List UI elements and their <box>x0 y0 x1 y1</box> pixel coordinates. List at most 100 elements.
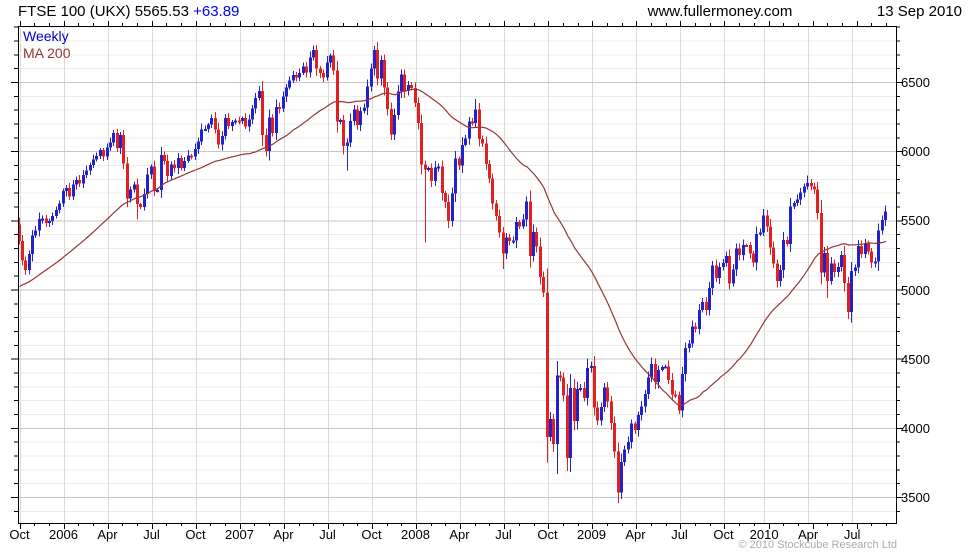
candle-down <box>769 226 772 248</box>
candle-up <box>684 348 687 375</box>
candle-down <box>18 224 21 242</box>
candle-up <box>28 254 31 271</box>
candle-wick <box>807 175 808 190</box>
candle-up <box>627 441 630 450</box>
candle-down <box>678 395 681 411</box>
candle-up <box>454 158 457 194</box>
candle-up <box>89 165 92 171</box>
candle-up <box>326 62 329 78</box>
candle-up <box>515 221 518 241</box>
candle-wick <box>425 160 426 243</box>
candle-up <box>630 423 633 442</box>
candle-up <box>603 387 606 408</box>
candle-down <box>261 91 264 136</box>
candle-down <box>441 166 444 194</box>
candle-down <box>403 74 406 92</box>
candle-up <box>75 180 78 185</box>
candle-up <box>309 57 312 73</box>
candle-down <box>728 255 731 284</box>
candle-up <box>881 220 884 231</box>
x-axis-label: Jul <box>143 527 160 542</box>
candle-up <box>339 120 342 123</box>
candle-down <box>542 277 545 293</box>
candle-down <box>826 253 829 281</box>
candle-down <box>390 108 393 135</box>
candle-up <box>549 419 552 438</box>
candle-down <box>606 387 609 402</box>
candle-up <box>146 174 149 194</box>
candle-wick <box>347 138 348 171</box>
candle-down <box>749 244 752 254</box>
candle-down <box>813 186 816 190</box>
candle-up <box>525 201 528 220</box>
price-change-label: +63.89 <box>193 3 240 20</box>
candle-up <box>183 161 186 168</box>
candle-down <box>478 109 481 140</box>
x-axis-label: 2009 <box>577 527 606 542</box>
candle-down <box>78 180 81 184</box>
candle-up <box>600 407 603 421</box>
y-axis-label: 4500 <box>901 351 930 367</box>
candle-up <box>691 326 694 344</box>
candle-up <box>512 240 515 243</box>
candle-up <box>62 191 65 204</box>
candle-down <box>217 129 220 145</box>
candle-down <box>122 135 125 164</box>
candle-down <box>786 239 789 245</box>
candle-up <box>434 167 437 182</box>
candle-down <box>816 189 819 214</box>
candle-up <box>722 263 725 268</box>
candle-down <box>410 84 413 88</box>
candle-down <box>552 419 555 445</box>
candle-down <box>430 167 433 182</box>
y-axis-label: 6000 <box>901 144 930 160</box>
x-axis-label: Oct <box>713 527 734 542</box>
candle-down <box>539 246 542 278</box>
candle-down <box>810 182 813 187</box>
chart-date-label: 13 Sep 2010 <box>876 3 962 20</box>
candle-down <box>278 107 281 110</box>
candle-up <box>370 68 373 87</box>
x-axis-label: Jul <box>843 527 861 542</box>
candle-down <box>715 265 718 279</box>
candle-up <box>505 237 508 254</box>
candle-down <box>153 166 156 192</box>
candle-down <box>772 247 775 264</box>
candle-up <box>366 86 369 108</box>
candle-up <box>468 121 471 139</box>
candle-down <box>342 120 345 146</box>
candle-up <box>759 232 762 235</box>
candle-down <box>613 423 616 452</box>
candle-up <box>681 374 684 411</box>
x-axis-label: Jul <box>495 527 512 542</box>
candle-up <box>258 91 261 99</box>
candle-wick <box>513 236 514 244</box>
candle-down <box>238 120 241 123</box>
candle-down <box>573 387 576 422</box>
candle-down <box>271 117 274 134</box>
candle-down <box>45 218 48 224</box>
candle-up <box>48 221 51 224</box>
candle-down <box>502 232 505 254</box>
candle-down <box>319 68 322 73</box>
candle-up <box>95 156 98 160</box>
candle-up <box>742 244 745 255</box>
candle-up <box>298 73 301 78</box>
candle-down <box>518 221 521 227</box>
candle-up <box>522 219 525 227</box>
candle-down <box>386 87 389 109</box>
y-axis-label: 5000 <box>901 282 930 298</box>
candle-up <box>197 141 200 150</box>
candle-up <box>864 243 867 254</box>
candle-down <box>332 55 335 71</box>
candle-up <box>688 343 691 349</box>
candle-down <box>244 117 247 127</box>
candle-up <box>207 124 210 130</box>
candle-up <box>725 255 728 264</box>
candle-up <box>474 109 477 123</box>
candle-down <box>424 164 427 170</box>
candle-down <box>705 302 708 310</box>
candle-down <box>833 263 836 273</box>
candle-up <box>837 266 840 273</box>
candle-down <box>847 283 850 312</box>
